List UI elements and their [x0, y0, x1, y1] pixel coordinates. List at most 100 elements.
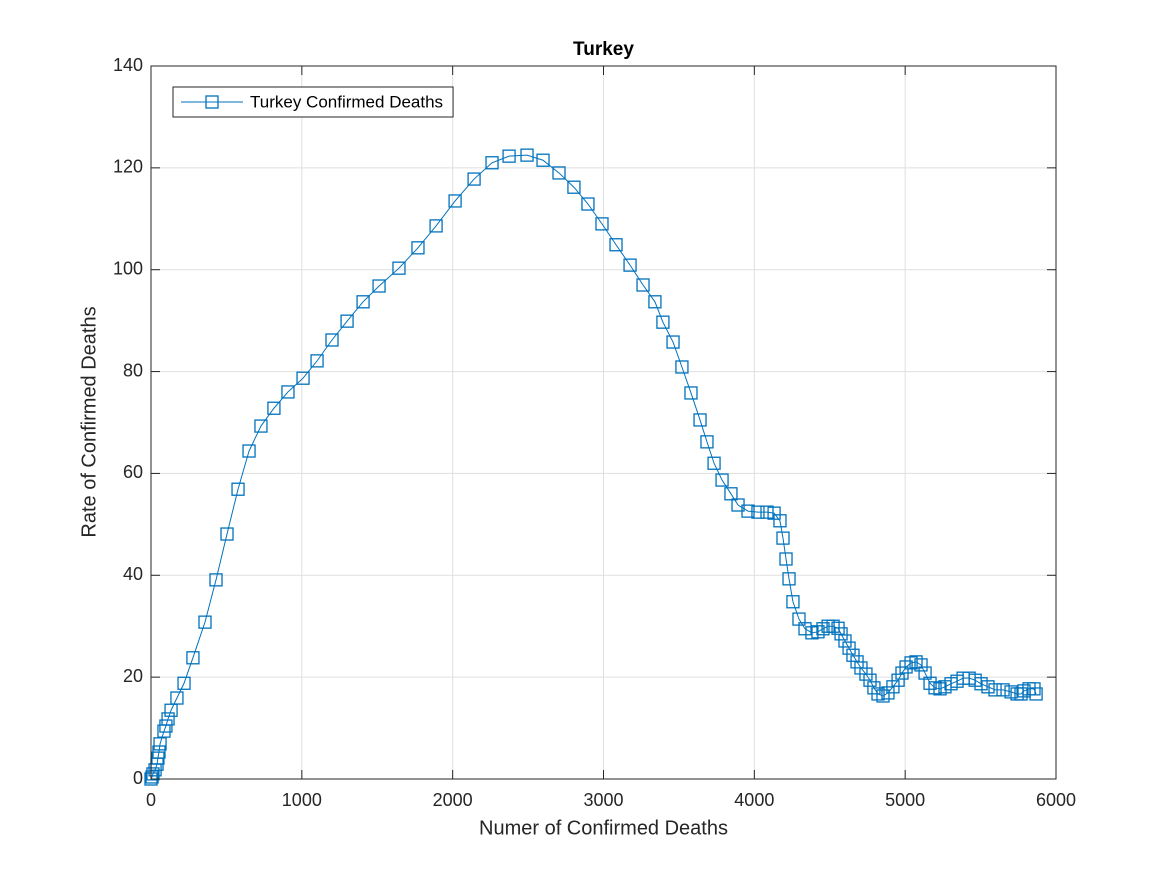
data-marker: [782, 572, 796, 586]
x-tick-label: 1000: [282, 790, 322, 810]
data-marker: [675, 360, 689, 374]
data-marker: [467, 172, 481, 186]
data-marker: [356, 295, 370, 309]
data-marker: [826, 619, 840, 633]
data-marker: [776, 531, 790, 545]
data-marker: [170, 691, 184, 705]
data-marker: [684, 386, 698, 400]
y-tick-label: 140: [113, 55, 143, 75]
data-marker: [816, 622, 830, 636]
y-tick-label: 80: [123, 360, 143, 380]
y-tick-label: 60: [123, 462, 143, 482]
x-tick-label: 2000: [433, 790, 473, 810]
data-marker: [786, 595, 800, 609]
data-marker: [161, 712, 175, 726]
data-marker: [648, 295, 662, 309]
data-marker: [209, 573, 223, 587]
data-marker: [502, 149, 516, 163]
data-marker: [715, 473, 729, 487]
data-marker: [448, 194, 462, 208]
data-marker: [254, 419, 268, 433]
x-tick-label: 5000: [885, 790, 925, 810]
data-marker: [146, 767, 160, 781]
data-marker: [177, 676, 191, 690]
data-marker: [741, 504, 755, 518]
legend-label: Turkey Confirmed Deaths: [250, 92, 443, 111]
data-marker: [567, 180, 581, 194]
data-marker: [928, 681, 942, 695]
data-marker: [918, 666, 932, 680]
data-marker: [996, 683, 1010, 697]
data-marker: [623, 258, 637, 272]
data-marker: [656, 315, 670, 329]
data-marker: [145, 770, 159, 784]
data-marker: [281, 385, 295, 399]
data-marker: [904, 656, 918, 670]
data-marker: [871, 687, 885, 701]
data-marker: [310, 354, 324, 368]
data-marker: [536, 153, 550, 167]
data-marker: [1027, 682, 1041, 696]
data-marker: [429, 219, 443, 233]
data-marker: [974, 677, 988, 691]
data-marker: [242, 444, 256, 458]
y-tick-label: 20: [123, 666, 143, 686]
data-marker: [152, 745, 166, 759]
data-marker: [186, 651, 200, 665]
data-marker: [863, 673, 877, 687]
data-marker: [981, 680, 995, 694]
data-marker: [666, 335, 680, 349]
chart-title: Turkey: [573, 39, 634, 60]
data-marker: [899, 660, 913, 674]
y-axis-label: Rate of Confirmed Deaths: [78, 306, 100, 537]
data-marker: [1014, 687, 1028, 701]
data-marker: [159, 719, 173, 733]
y-tick-label: 40: [123, 564, 143, 584]
x-tick-label: 3000: [583, 790, 623, 810]
data-marker: [798, 622, 812, 636]
data-marker: [933, 682, 947, 696]
data-marker: [636, 278, 650, 292]
data-marker: [296, 371, 310, 385]
data-marker: [909, 655, 923, 669]
data-marker: [779, 552, 793, 566]
data-marker: [411, 241, 425, 255]
y-tick-label: 0: [133, 768, 143, 788]
y-tick-label: 120: [113, 157, 143, 177]
axes-box: [150, 65, 1057, 780]
data-marker: [340, 314, 354, 328]
legend: Turkey Confirmed Deaths: [172, 86, 454, 118]
data-marker: [595, 217, 609, 231]
data-marker: [751, 505, 765, 519]
data-marker: [153, 737, 167, 751]
data-marker: [707, 456, 721, 470]
data-marker: [838, 634, 852, 648]
data-marker: [891, 673, 905, 687]
data-marker: [609, 238, 623, 252]
data-marker: [773, 514, 787, 528]
data-marker: [1029, 687, 1043, 701]
data-marker: [485, 156, 499, 170]
data-marker: [876, 689, 890, 703]
data-marker: [325, 333, 339, 347]
data-marker: [267, 401, 281, 415]
x-tick-label: 4000: [734, 790, 774, 810]
data-marker: [914, 658, 928, 672]
plot-area: [144, 148, 1043, 786]
data-marker: [760, 505, 774, 519]
data-marker: [700, 435, 714, 449]
data-line: [150, 154, 1037, 780]
x-tick-label: 0: [146, 790, 156, 810]
data-marker: [581, 197, 595, 211]
data-marker: [724, 487, 738, 501]
data-marker: [198, 615, 212, 629]
data-marker: [693, 413, 707, 427]
data-marker: [231, 482, 245, 496]
data-marker: [372, 279, 386, 293]
data-marker: [988, 683, 1002, 697]
y-tick-label: 100: [113, 258, 143, 278]
data-marker: [834, 627, 848, 641]
